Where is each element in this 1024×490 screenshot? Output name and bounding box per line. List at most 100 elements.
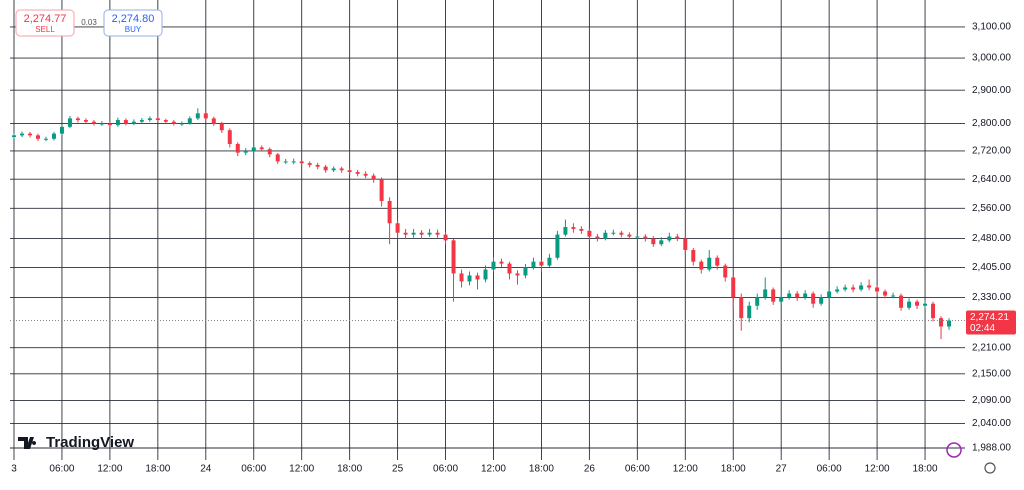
candle-body — [315, 164, 320, 167]
candle-body — [35, 135, 40, 139]
candle-body — [667, 236, 672, 241]
candle-body — [187, 118, 192, 124]
candle-body — [347, 170, 352, 173]
candle-body — [331, 168, 336, 171]
y-tick-label: 3,100.00 — [972, 22, 1011, 33]
candle-body — [803, 293, 808, 298]
candle-body — [747, 305, 752, 319]
spread: 0.03 — [81, 18, 97, 27]
countdown: 02:44 — [970, 323, 995, 334]
candle-body — [363, 173, 368, 176]
buy-price: 2,274.80 — [112, 13, 155, 25]
x-tick-label: 25 — [392, 464, 404, 475]
candle-body — [771, 289, 776, 302]
plot: 3,100.00 3,000.00 2,900.00 2,800.00 2,720.00… — [10, 0, 1016, 475]
last-price-box — [966, 310, 1016, 335]
candle-body — [531, 261, 536, 268]
candle-body — [507, 263, 512, 274]
candle-body — [19, 133, 24, 136]
candle-body — [355, 172, 360, 174]
candle-body — [235, 143, 240, 153]
candle-body — [211, 118, 216, 124]
candle-body — [155, 118, 160, 121]
candle-body — [883, 291, 888, 296]
x-tick-label: 12:00 — [97, 464, 122, 475]
x-tick-label: 12:00 — [865, 464, 890, 475]
candle-body — [915, 301, 920, 306]
candle-body — [451, 240, 456, 274]
buy-button[interactable] — [103, 9, 163, 37]
buy-label: BUY — [125, 25, 142, 34]
sell-button[interactable] — [15, 9, 75, 37]
candle-body — [459, 273, 464, 282]
candle-body — [595, 236, 600, 239]
candle-body — [835, 289, 840, 292]
candle-body — [515, 273, 520, 276]
candle-body — [691, 249, 696, 262]
candle-body — [795, 293, 800, 298]
candle-body — [779, 297, 784, 302]
candle-body — [627, 234, 632, 237]
candle-body — [587, 230, 592, 237]
y-tick-label: 2,720.00 — [972, 146, 1011, 157]
watermark: TradingView — [46, 434, 134, 451]
sell-price: 2,274.77 — [24, 13, 67, 25]
y-tick-label: 2,210.00 — [972, 342, 1011, 353]
x-tick-label: 06:00 — [817, 464, 842, 475]
candle-body — [931, 303, 936, 319]
candle-body — [443, 234, 448, 241]
sell-label: SELL — [35, 25, 55, 34]
y-tick-label: 2,330.00 — [972, 292, 1011, 303]
candle-body — [139, 120, 144, 122]
candle-body — [107, 123, 112, 126]
candle-body — [83, 120, 88, 122]
candle-body — [651, 238, 656, 245]
candle-body — [939, 318, 944, 327]
y-tick-label: 2,480.00 — [972, 233, 1011, 244]
last-price-label: 2,274.21 — [970, 312, 1009, 323]
candle-body — [851, 287, 856, 290]
y-tick-label: 2,090.00 — [972, 395, 1011, 406]
candle-body — [491, 261, 496, 270]
y-tick-label: 2,040.00 — [972, 418, 1011, 429]
candle-body — [275, 154, 280, 162]
candle-body — [171, 121, 176, 124]
assistant-icon[interactable] — [946, 442, 962, 458]
candle-body — [619, 232, 624, 235]
candle-body — [555, 234, 560, 258]
candle-body — [603, 232, 608, 239]
candle-body — [843, 287, 848, 290]
settings-icon[interactable] — [984, 462, 996, 474]
x-tick-label: 18:00 — [721, 464, 746, 475]
candle-body — [131, 121, 136, 124]
candle-body — [283, 161, 288, 163]
candle-body — [947, 320, 952, 327]
candle-body — [43, 138, 48, 140]
candle-body — [899, 295, 904, 308]
candle-body — [539, 261, 544, 266]
candle-body — [267, 149, 272, 155]
candle-body — [147, 118, 152, 121]
candle-body — [219, 123, 224, 131]
candle-body — [323, 166, 328, 171]
candle-body — [499, 261, 504, 264]
candle-body — [579, 228, 584, 231]
x-tick-label: 18:00 — [529, 464, 554, 475]
candle-body — [643, 236, 648, 239]
candle-body — [435, 232, 440, 235]
x-tick-label: 06:00 — [625, 464, 650, 475]
candle-body — [827, 291, 832, 298]
candle-body — [427, 232, 432, 235]
y-tick-label: 3,000.00 — [972, 53, 1011, 64]
x-tick-label: 18:00 — [337, 464, 362, 475]
candle-body — [699, 261, 704, 270]
candle-body — [635, 236, 640, 238]
candle-body — [867, 285, 872, 288]
candle-body — [715, 257, 720, 266]
candle-body — [611, 232, 616, 234]
candle-body — [395, 223, 400, 233]
candle-body — [875, 287, 880, 292]
candle-body — [195, 113, 200, 119]
candle-body — [291, 161, 296, 163]
